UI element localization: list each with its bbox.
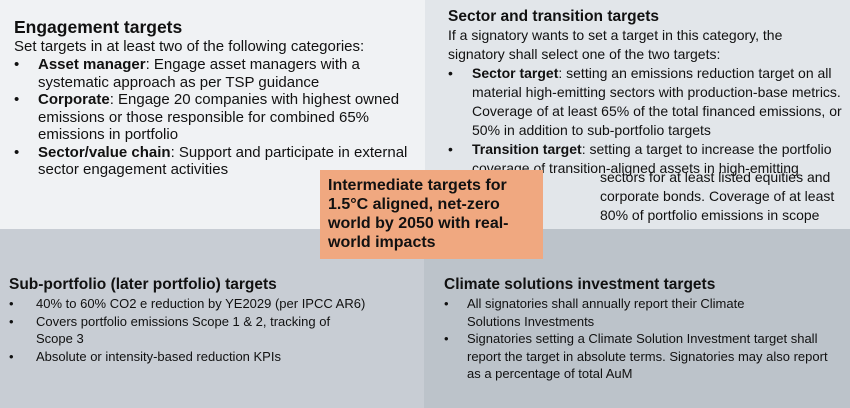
climate-solutions-panel: Climate solutions investment targets • Al… — [424, 229, 850, 408]
climate-solutions-title: Climate solutions investment targets — [444, 276, 716, 293]
list-item: • Sector target: setting an emissions re… — [448, 65, 842, 138]
sector-intro-line: If a signatory wants to set a target in … — [448, 27, 783, 43]
transition-continuation-line: sectors for at least listed equities and — [600, 169, 831, 185]
sub-portfolio-title: Sub-portfolio (later portfolio) targets — [9, 276, 277, 293]
list-item: • Asset manager: Engage asset managers w… — [14, 56, 360, 91]
list-item: • Signatories setting a Climate Solution … — [444, 331, 828, 381]
transition-continuation-line: 80% of portfolio emissions in scope — [600, 207, 820, 223]
sector-transition-list: • Sector target: setting an emissions re… — [448, 64, 848, 178]
list-item: • Absolute or intensity-based reduction K… — [9, 348, 281, 364]
list-item: • Covers portfolio emissions Scope 1 & 2,… — [9, 313, 331, 347]
list-item: • 40% to 60% CO2 e reduction by YE2029 (p… — [9, 296, 366, 311]
transition-continuation-line: corporate bonds. Coverage of at least — [600, 188, 835, 204]
list-item: • Transition target: setting a target to… — [448, 141, 832, 176]
list-item: • Sector/value chain: Support and partic… — [14, 143, 408, 179]
engagement-title: Engagement targets — [14, 17, 183, 37]
list-item: • All signatories shall annually report t… — [444, 296, 745, 329]
central-goal-box: Intermediate targets for 1.5°C aligned, … — [320, 170, 543, 259]
climate-solutions-list: • All signatories shall annually report t… — [444, 295, 844, 383]
list-item: • Corporate: Engage 20 companies with hi… — [14, 91, 400, 143]
sub-portfolio-panel: Sub-portfolio (later portfolio) targets … — [0, 229, 424, 408]
sector-transition-title: Sector and transition targets — [448, 8, 660, 25]
engagement-list: • Asset manager: Engage asset managers w… — [14, 56, 419, 179]
central-goal-text: Intermediate targets for 1.5°C aligned, … — [328, 177, 509, 251]
sector-intro-line: signatory shall select one of the two ta… — [448, 46, 721, 62]
engagement-intro: Set targets in at least two of the follo… — [14, 38, 365, 55]
sub-portfolio-list: • 40% to 60% CO2 e reduction by YE2029 (p… — [9, 295, 409, 365]
engagement-targets-panel: Engagement targets Set targets in at lea… — [0, 0, 425, 229]
